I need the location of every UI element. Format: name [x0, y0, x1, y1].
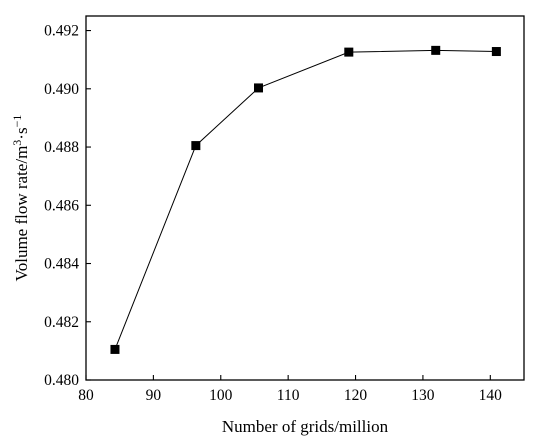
x-tick-label: 90 — [146, 387, 162, 404]
y-axis: 0.480 0.482 0.484 0.486 0.488 0.490 0.492 — [44, 23, 91, 389]
x-axis-title: Number of grids/million — [222, 417, 389, 436]
y-tick-label: 0.488 — [44, 139, 79, 156]
data-point-marker — [431, 45, 441, 55]
x-tick-label: 100 — [209, 387, 233, 404]
y-axis-title-sup2: −1 — [10, 115, 24, 128]
data-point-marker — [110, 344, 120, 354]
data-point-marker — [344, 47, 354, 57]
y-axis-title-sup1: 3 — [10, 140, 24, 146]
data-point-marker — [191, 141, 201, 151]
y-tick-label: 0.482 — [44, 314, 79, 331]
data-point-marker — [491, 47, 501, 57]
y-axis-title-mid: ·s — [12, 127, 31, 139]
y-axis-title: Volume flow rate/m3·s−1 — [10, 115, 31, 282]
data-point-marker — [254, 83, 264, 93]
y-tick-label: 0.490 — [44, 81, 79, 98]
series-line — [114, 49, 497, 350]
x-tick-label: 130 — [411, 387, 435, 404]
series-layer — [110, 45, 501, 354]
y-tick-label: 0.480 — [44, 372, 79, 389]
y-axis-title-main: Volume flow rate/m — [12, 146, 31, 282]
y-tick-label: 0.484 — [44, 256, 79, 273]
x-tick-label: 80 — [78, 387, 94, 404]
y-tick-label: 0.492 — [44, 23, 79, 40]
plot-area-frame — [85, 15, 525, 381]
x-tick-label: 110 — [277, 387, 300, 404]
x-tick-label: 120 — [344, 387, 368, 404]
x-tick-label: 140 — [479, 387, 503, 404]
x-axis: 80 90 100 110 120 130 140 — [78, 375, 502, 404]
y-tick-label: 0.486 — [44, 197, 79, 214]
